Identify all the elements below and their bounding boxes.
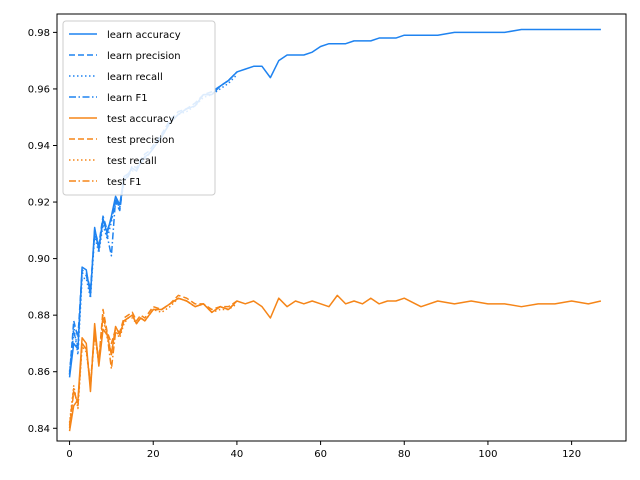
series-line-test-accuracy xyxy=(68,294,602,432)
x-tick-label: 120 xyxy=(562,449,581,460)
legend-label: test accuracy xyxy=(107,114,175,125)
legend-label: test precision xyxy=(107,135,175,146)
y-tick-label: 0.86 xyxy=(28,367,50,378)
x-tick-label: 40 xyxy=(231,449,244,460)
y-tick-label: 0.94 xyxy=(28,141,50,152)
legend: learn accuracy learn precision learn recal… xyxy=(62,20,216,196)
x-tick-label: 0 xyxy=(66,449,72,460)
legend-label: test recall xyxy=(107,156,157,167)
series-line-learn-f1 xyxy=(68,71,238,375)
plot-frame xyxy=(56,13,627,442)
legend-label: learn precision xyxy=(107,51,181,62)
x-tick-label: 100 xyxy=(478,449,497,460)
series-line-test-precision xyxy=(68,294,238,429)
y-tick-label: 0.92 xyxy=(28,198,50,209)
axis-ticks: 0 20 40 60 80 100 120 0.84 0.86 0.88 0.90 0.92 0.94 0… xyxy=(28,28,581,460)
legend-label: learn F1 xyxy=(107,93,148,104)
y-tick-label: 0.90 xyxy=(28,254,50,265)
x-tick-label: 80 xyxy=(398,449,411,460)
legend-label: learn accuracy xyxy=(107,30,181,41)
x-tick-label: 60 xyxy=(314,449,327,460)
legend-label: learn recall xyxy=(107,72,163,83)
series-line-test-f1 xyxy=(68,297,238,426)
y-tick-label: 0.88 xyxy=(28,311,50,322)
y-tick-label: 0.96 xyxy=(28,84,50,95)
series-line-test-recall xyxy=(68,297,238,423)
y-tick-label: 0.98 xyxy=(28,28,50,39)
series-line-learn-accuracy xyxy=(68,28,601,378)
legend-box xyxy=(62,20,216,196)
y-tick-label: 0.84 xyxy=(28,424,50,435)
x-tick-label: 20 xyxy=(147,449,160,460)
legend-label: test F1 xyxy=(107,177,142,188)
